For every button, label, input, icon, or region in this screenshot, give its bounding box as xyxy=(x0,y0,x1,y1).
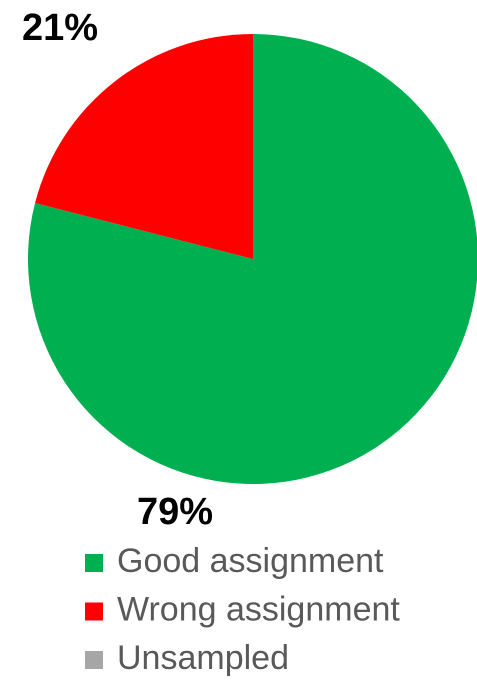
legend-label: Good assignment xyxy=(117,542,384,580)
legend-label: Wrong assignment xyxy=(117,590,400,628)
legend-label: Unsampled xyxy=(117,639,289,677)
legend-swatch xyxy=(85,554,103,572)
legend-swatch xyxy=(85,602,103,621)
pie-slice xyxy=(35,34,254,259)
pie-slice xyxy=(28,34,477,484)
data-label: 79% xyxy=(137,491,213,533)
legend-swatch xyxy=(85,651,103,669)
data-label: 21% xyxy=(22,7,98,49)
